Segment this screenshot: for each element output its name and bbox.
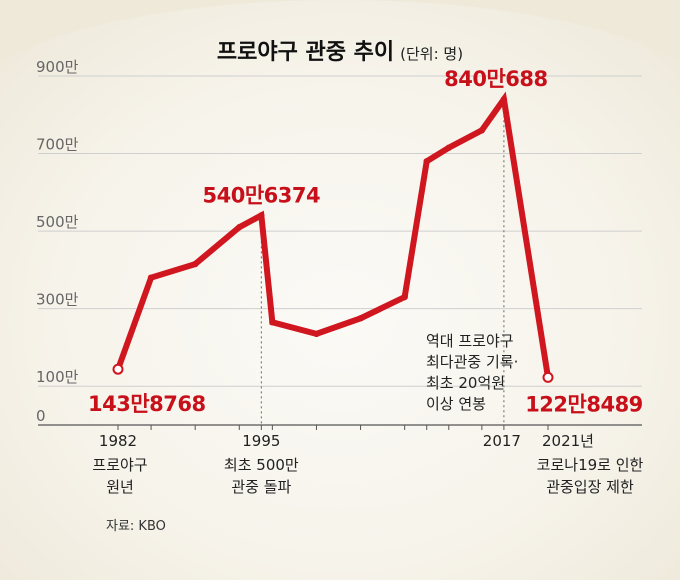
note-2017-text: 최초 20억원 bbox=[426, 374, 505, 392]
data-point bbox=[445, 144, 452, 151]
data-point bbox=[313, 330, 320, 338]
data-point bbox=[423, 158, 430, 165]
y-tick-label: 700만 bbox=[36, 136, 79, 154]
y-tick-label: 0 bbox=[36, 407, 46, 425]
y-tick-label: 500만 bbox=[36, 213, 79, 231]
data-label: 840만688 bbox=[444, 67, 548, 91]
y-tick-label: 100만 bbox=[36, 368, 79, 386]
data-point bbox=[269, 319, 276, 326]
data-label: 540만6374 bbox=[203, 183, 321, 207]
x-tick-label: 2021년 bbox=[542, 432, 594, 450]
x-annotation-text: 최초 500만 bbox=[224, 456, 299, 474]
note-2017-text: 역대 프로야구 bbox=[426, 332, 514, 350]
chart-unit: (단위: 명) bbox=[400, 45, 464, 63]
data-point bbox=[236, 224, 243, 231]
data-label: 122만8489 bbox=[525, 392, 643, 416]
x-tick-label: 1995 bbox=[242, 432, 280, 450]
x-annotation-text: 프로야구 bbox=[92, 456, 147, 474]
data-point bbox=[191, 260, 199, 268]
data-point bbox=[112, 363, 124, 375]
data-point bbox=[147, 274, 155, 281]
x-annotation-text: 원년 bbox=[106, 478, 134, 496]
attendance-line-chart: 0 100만 300만 500만 700만 900만 143만8768 540만6374 840… bbox=[36, 58, 644, 496]
data-point bbox=[401, 293, 408, 301]
data-point bbox=[357, 315, 364, 322]
data-point bbox=[542, 371, 554, 383]
data-point bbox=[478, 127, 486, 134]
chart-title: 프로야구 관중 추이 bbox=[216, 40, 395, 65]
source-note: 자료: KBO bbox=[106, 519, 166, 534]
note-2017-text: 최다관중 기록· bbox=[426, 353, 518, 371]
y-tick-label: 900만 bbox=[36, 58, 79, 76]
note-2017-text: 이상 연봉 bbox=[426, 395, 486, 413]
series-line bbox=[115, 91, 551, 378]
data-point bbox=[500, 96, 508, 103]
x-annotation-text: 관중 돌파 bbox=[231, 478, 291, 496]
y-tick-label: 300만 bbox=[36, 291, 79, 309]
x-annotation-text: 코로나19로 인한 bbox=[537, 456, 644, 474]
x-tick-label: 1982 bbox=[99, 432, 137, 450]
data-point bbox=[258, 212, 265, 219]
data-label: 143만8768 bbox=[88, 392, 206, 416]
x-tick-label: 2017 bbox=[483, 432, 521, 450]
chart-title-block: 프로야구 관중 추이 (단위: 명) bbox=[0, 34, 680, 66]
x-annotation-text: 관중입장 제한 bbox=[546, 478, 634, 496]
